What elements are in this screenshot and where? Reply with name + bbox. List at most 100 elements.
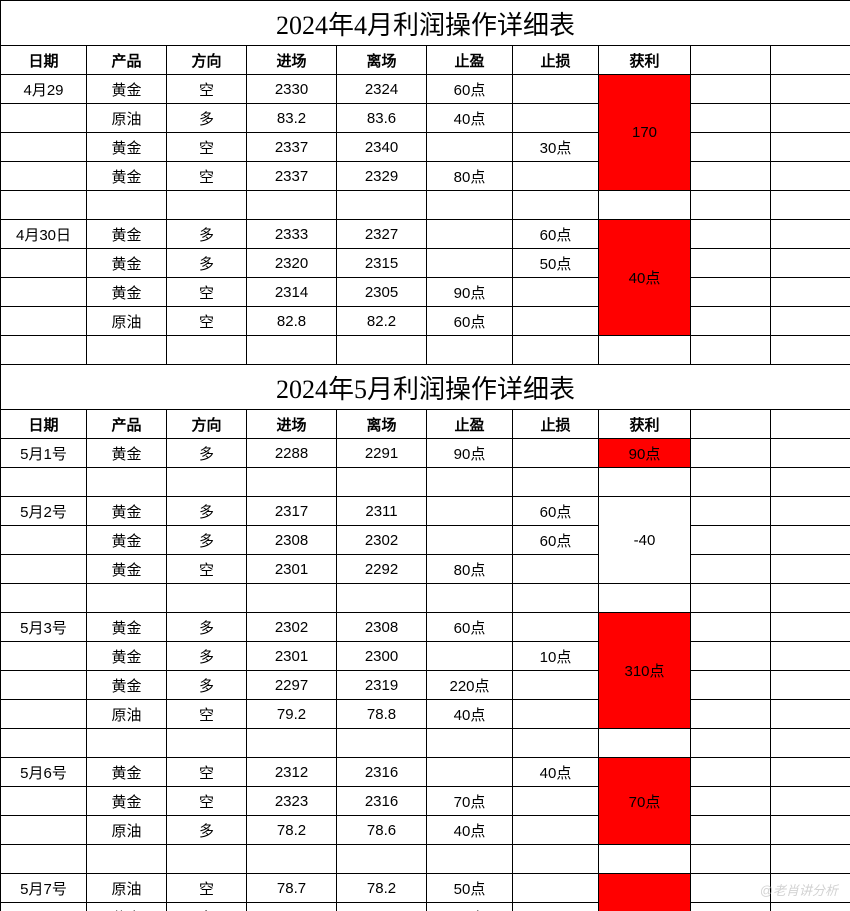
cell-exit: 78.8 [337, 700, 427, 729]
cell-exit: 2340 [337, 133, 427, 162]
cell-date: 4月30日 [1, 220, 87, 249]
cell-exit: 83.6 [337, 104, 427, 133]
cell-entry: 2314 [247, 278, 337, 307]
cell-exit: 2308 [337, 613, 427, 642]
cell-exit: 2316 [337, 787, 427, 816]
column-header: 进场 [247, 410, 337, 439]
cell-profit: -40 [599, 497, 691, 584]
cell-product: 原油 [87, 700, 167, 729]
cell-exit: 82.2 [337, 307, 427, 336]
cell-entry: 2302 [247, 613, 337, 642]
cell-date [1, 249, 87, 278]
cell-stop-loss: 10点 [513, 642, 599, 671]
cell-stop-loss [513, 816, 599, 845]
profit-table: 2024年4月利润操作详细表日期产品方向进场离场止盈止损获利4月29黄金空233… [0, 0, 850, 911]
cell-product: 黄金 [87, 249, 167, 278]
cell-entry: 2337 [247, 133, 337, 162]
cell-take-profit: 80点 [427, 555, 513, 584]
cell-direction: 空 [167, 278, 247, 307]
cell-product: 黄金 [87, 758, 167, 787]
column-header: 止盈 [427, 410, 513, 439]
cell-stop-loss: 40点 [513, 758, 599, 787]
column-header [691, 46, 771, 75]
cell-entry: 2313 [247, 903, 337, 911]
cell-take-profit: 40点 [427, 903, 513, 911]
cell-entry: 2312 [247, 758, 337, 787]
cell-take-profit: 80点 [427, 162, 513, 191]
cell-stop-loss: 50点 [513, 249, 599, 278]
cell-take-profit [427, 642, 513, 671]
cell-direction: 多 [167, 642, 247, 671]
cell-product: 原油 [87, 874, 167, 903]
cell-stop-loss: 30点 [513, 133, 599, 162]
cell-exit: 2324 [337, 75, 427, 104]
cell-date [1, 555, 87, 584]
cell-direction: 空 [167, 555, 247, 584]
cell-product: 黄金 [87, 526, 167, 555]
column-header: 止损 [513, 46, 599, 75]
cell-date [1, 104, 87, 133]
cell-date [1, 700, 87, 729]
cell-direction: 多 [167, 497, 247, 526]
cell-date [1, 671, 87, 700]
cell-exit: 2315 [337, 249, 427, 278]
cell-exit: 2291 [337, 439, 427, 468]
cell-entry: 2297 [247, 671, 337, 700]
column-header [771, 410, 850, 439]
cell-exit: 2300 [337, 642, 427, 671]
cell-direction: 空 [167, 162, 247, 191]
cell-direction: 空 [167, 787, 247, 816]
cell-exit: 2305 [337, 278, 427, 307]
cell-exit: 2311 [337, 497, 427, 526]
cell-entry: 2308 [247, 526, 337, 555]
cell-direction: 多 [167, 671, 247, 700]
cell-stop-loss: 60点 [513, 497, 599, 526]
cell-entry: 2317 [247, 497, 337, 526]
cell-direction: 空 [167, 874, 247, 903]
cell-exit: 78.2 [337, 874, 427, 903]
column-header: 离场 [337, 410, 427, 439]
column-header: 产品 [87, 410, 167, 439]
column-header: 日期 [1, 46, 87, 75]
cell-profit: 170 [599, 75, 691, 191]
column-header: 方向 [167, 46, 247, 75]
cell-take-profit: 60点 [427, 307, 513, 336]
cell-stop-loss [513, 903, 599, 911]
cell-stop-loss [513, 555, 599, 584]
cell-direction: 多 [167, 526, 247, 555]
cell-stop-loss [513, 307, 599, 336]
cell-exit: 2302 [337, 526, 427, 555]
cell-product: 原油 [87, 104, 167, 133]
cell-product: 原油 [87, 816, 167, 845]
cell-entry: 2320 [247, 249, 337, 278]
cell-product: 黄金 [87, 613, 167, 642]
cell-direction: 多 [167, 104, 247, 133]
section-title: 2024年4月利润操作详细表 [1, 1, 850, 46]
cell-date [1, 903, 87, 911]
cell-profit: 90点 [599, 439, 691, 468]
cell-exit: 2327 [337, 220, 427, 249]
cell-product: 原油 [87, 307, 167, 336]
cell-product: 黄金 [87, 278, 167, 307]
cell-entry: 79.2 [247, 700, 337, 729]
cell-product: 黄金 [87, 220, 167, 249]
cell-take-profit [427, 497, 513, 526]
cell-date: 5月7号 [1, 874, 87, 903]
cell-entry: 2301 [247, 642, 337, 671]
cell-entry: 2330 [247, 75, 337, 104]
cell-take-profit [427, 526, 513, 555]
cell-product: 黄金 [87, 671, 167, 700]
cell-direction: 空 [167, 307, 247, 336]
cell-entry: 2337 [247, 162, 337, 191]
cell-entry: 2288 [247, 439, 337, 468]
cell-take-profit [427, 133, 513, 162]
cell-date: 5月3号 [1, 613, 87, 642]
cell-direction: 空 [167, 700, 247, 729]
cell-direction: 多 [167, 220, 247, 249]
cell-date [1, 162, 87, 191]
cell-product: 黄金 [87, 439, 167, 468]
cell-exit: 2329 [337, 162, 427, 191]
cell-product: 黄金 [87, 555, 167, 584]
cell-take-profit: 70点 [427, 787, 513, 816]
cell-exit: 2317 [337, 903, 427, 911]
